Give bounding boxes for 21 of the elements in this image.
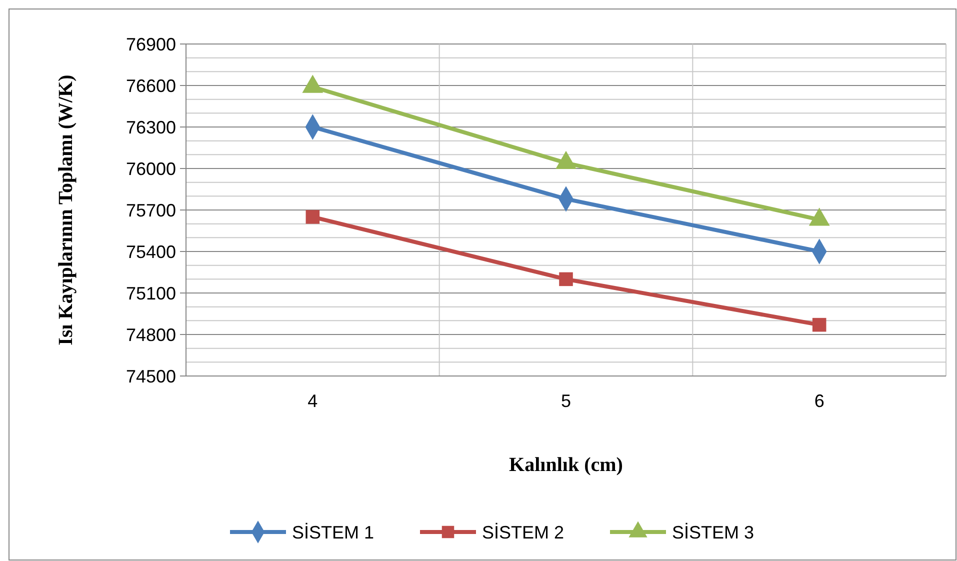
- y-tick-label: 76000: [126, 158, 176, 179]
- point: [302, 74, 324, 93]
- point: [559, 272, 573, 286]
- y-tick-label: 75100: [126, 283, 176, 304]
- x-tick-label: 5: [560, 391, 572, 411]
- x-axis-title: Kalınlık (cm): [509, 454, 623, 476]
- y-tick-label: 75700: [126, 200, 176, 220]
- point: [306, 210, 320, 224]
- legend-label: SİSTEM 3: [672, 522, 754, 542]
- point: [812, 318, 826, 332]
- y-tick-label: 75400: [126, 242, 176, 262]
- y-tick-label: 76900: [126, 34, 176, 54]
- y-axis-title: Isı Kayıplarının Toplamı (W/K): [55, 74, 77, 346]
- x-tick-label: 4: [308, 391, 318, 411]
- y-tick-label: 76300: [126, 117, 176, 138]
- legend-label: SİSTEM 1: [292, 522, 374, 542]
- x-tick-label: 6: [814, 391, 824, 411]
- y-tick-label: 74800: [126, 324, 176, 345]
- legend-label: SİSTEM 2: [482, 522, 564, 542]
- y-tick-label: 74500: [126, 366, 176, 386]
- y-tick-label: 76600: [126, 76, 176, 96]
